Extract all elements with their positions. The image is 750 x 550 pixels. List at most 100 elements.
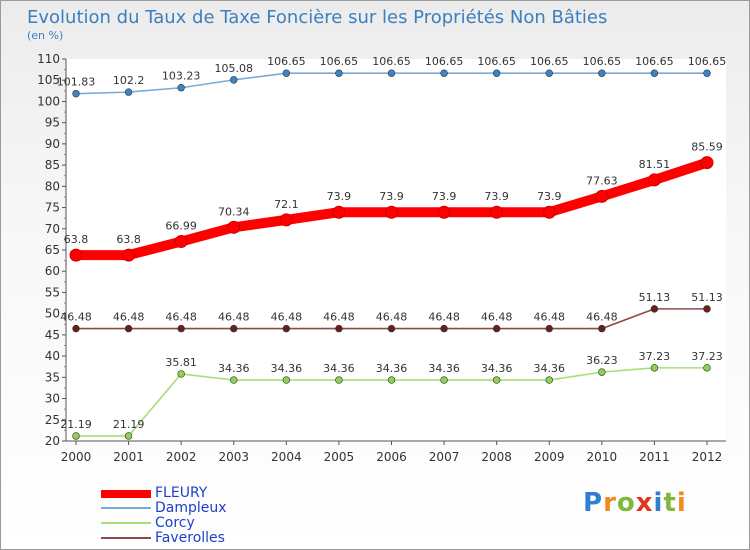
data-label-dampleux: 106.65 — [425, 55, 464, 68]
data-point-dampleux — [598, 69, 606, 77]
y-tick-label: 100 — [37, 94, 60, 108]
data-label-corcy: 34.36 — [376, 362, 408, 375]
data-label-corcy: 35.81 — [165, 356, 197, 369]
data-point-faverolles — [650, 305, 659, 313]
y-tick-label: 105 — [37, 73, 60, 87]
data-point-fleury — [332, 205, 346, 219]
data-label-corcy: 34.36 — [481, 362, 513, 375]
data-label-dampleux: 106.65 — [267, 55, 306, 68]
data-label-dampleux: 102.2 — [113, 74, 145, 87]
data-label-dampleux: 106.65 — [688, 55, 727, 68]
legend-label-corcy: Corcy — [155, 515, 195, 531]
data-point-faverolles — [335, 324, 343, 333]
y-tick-label: 55 — [45, 285, 60, 299]
data-label-dampleux: 106.65 — [372, 55, 411, 68]
data-label-corcy: 34.36 — [271, 362, 303, 375]
data-label-corcy: 37.23 — [639, 350, 671, 363]
x-tick-label: 2008 — [481, 450, 512, 464]
data-label-fleury: 73.9 — [537, 190, 562, 203]
data-point-dampleux — [703, 69, 711, 77]
data-point-dampleux — [72, 89, 80, 98]
data-label-faverolles: 51.13 — [639, 291, 671, 304]
data-label-corcy: 34.36 — [218, 362, 250, 375]
data-label-faverolles: 46.48 — [586, 311, 618, 324]
data-point-dampleux — [177, 84, 185, 92]
legend-swatch-corcy — [101, 522, 151, 524]
x-tick-label: 2005 — [324, 450, 355, 464]
y-tick-label: 70 — [45, 222, 60, 236]
data-point-corcy — [177, 370, 185, 378]
logo-letter: o — [616, 488, 636, 518]
x-tick-label: 2009 — [534, 450, 565, 464]
data-point-faverolles — [387, 324, 396, 333]
line-chart: 20 25 30 35 40 45 50 55 60 65 70 75 80 85 90 95 100 105 11… — [37, 52, 727, 464]
data-label-faverolles: 46.48 — [376, 311, 408, 324]
data-label-fleury: 63.8 — [116, 233, 141, 246]
proxiti-logo: Proxiti — [583, 488, 687, 518]
data-point-fleury — [700, 156, 714, 170]
data-label-faverolles: 46.48 — [165, 311, 197, 324]
x-tick-label: 2010 — [587, 450, 618, 464]
data-label-corcy: 37.23 — [691, 350, 723, 363]
data-label-fleury: 73.9 — [432, 190, 457, 203]
data-point-faverolles — [545, 324, 553, 333]
legend-swatch-faverolles — [101, 537, 151, 539]
y-tick-label: 25 — [45, 413, 60, 427]
logo-letter: r — [603, 488, 617, 518]
data-label-faverolles: 46.48 — [218, 311, 250, 324]
y-tick-label: 95 — [45, 116, 60, 130]
data-point-fleury — [227, 220, 241, 234]
data-point-dampleux — [650, 69, 659, 77]
x-tick-label: 2001 — [113, 450, 144, 464]
y-tick-label: 35 — [45, 370, 60, 384]
chart-title: Evolution du Taux de Taxe Foncière sur l… — [27, 7, 608, 28]
data-point-dampleux — [230, 76, 238, 84]
data-label-faverolles: 46.48 — [534, 311, 566, 324]
data-label-corcy: 21.19 — [60, 418, 92, 431]
data-point-corcy — [124, 432, 133, 440]
data-label-fleury: 63.8 — [64, 233, 89, 246]
y-tick-label: 40 — [45, 349, 60, 363]
data-point-faverolles — [282, 324, 291, 333]
y-tick-label: 80 — [45, 179, 60, 193]
legend-swatch-dampleux — [101, 507, 151, 509]
logo-letter: P — [583, 488, 604, 518]
data-label-dampleux: 106.65 — [477, 55, 516, 68]
data-label-faverolles: 46.48 — [113, 311, 145, 324]
data-point-corcy — [703, 364, 711, 372]
data-point-corcy — [598, 368, 606, 376]
logo-letter: t — [663, 488, 677, 518]
data-point-faverolles — [177, 324, 185, 333]
data-label-faverolles: 46.48 — [323, 311, 355, 324]
data-label-faverolles: 46.48 — [271, 311, 303, 324]
data-point-fleury — [542, 205, 556, 219]
x-tick-label: 2006 — [376, 450, 407, 464]
y-tick-label: 65 — [45, 243, 60, 257]
data-point-fleury — [490, 205, 504, 219]
data-point-corcy — [650, 364, 659, 372]
data-point-corcy — [387, 376, 396, 384]
x-tick-label: 2002 — [166, 450, 197, 464]
data-point-faverolles — [598, 324, 606, 333]
legend-label-fleury: FLEURY — [155, 485, 208, 501]
data-point-dampleux — [440, 69, 448, 77]
x-tick-label: 2004 — [271, 450, 302, 464]
data-label-fleury: 66.99 — [165, 220, 197, 233]
data-label-corcy: 36.23 — [586, 354, 618, 367]
data-label-dampleux: 103.23 — [162, 70, 201, 83]
y-tick-label: 85 — [45, 158, 60, 172]
data-point-dampleux — [335, 69, 343, 77]
y-tick-label: 60 — [45, 264, 60, 278]
x-tick-label: 2012 — [692, 450, 723, 464]
data-label-dampleux: 106.65 — [635, 55, 674, 68]
data-point-fleury — [385, 205, 398, 219]
data-label-dampleux: 106.65 — [583, 55, 622, 68]
data-point-fleury — [174, 235, 188, 249]
data-point-dampleux — [492, 69, 501, 77]
data-label-faverolles: 46.48 — [60, 311, 92, 324]
data-point-fleury — [69, 248, 83, 262]
logo-letter: x — [635, 488, 654, 518]
data-point-corcy — [545, 376, 553, 384]
data-label-corcy: 34.36 — [323, 362, 355, 375]
y-tick-label: 45 — [45, 328, 60, 342]
